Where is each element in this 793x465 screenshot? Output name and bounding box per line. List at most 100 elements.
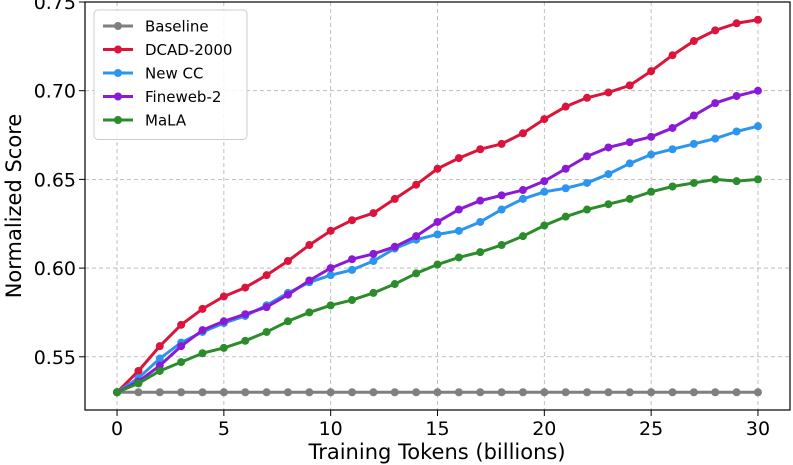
data-point-new-cc	[454, 226, 463, 235]
data-point-dcad-2000	[305, 241, 314, 250]
data-point-fineweb-2	[497, 191, 506, 200]
data-point-mala	[668, 182, 677, 191]
data-point-new-cc	[433, 230, 442, 239]
data-point-dcad-2000	[241, 283, 250, 292]
data-point-new-cc	[369, 256, 378, 265]
data-point-new-cc	[711, 134, 720, 143]
data-point-baseline	[689, 388, 698, 397]
data-point-dcad-2000	[134, 366, 143, 375]
data-point-mala	[604, 200, 613, 209]
x-tick-label: 30	[746, 418, 770, 440]
data-point-dcad-2000	[262, 271, 271, 280]
legend-marker-fineweb-2	[114, 92, 122, 101]
data-point-baseline	[625, 388, 634, 397]
data-point-baseline	[753, 388, 762, 397]
data-point-fineweb-2	[689, 111, 698, 120]
data-point-dcad-2000	[625, 81, 634, 90]
data-point-mala	[198, 349, 207, 358]
data-point-baseline	[732, 388, 741, 397]
y-tick-label: 0.70	[34, 81, 76, 103]
data-point-dcad-2000	[454, 154, 463, 163]
legend-marker-mala	[114, 116, 122, 124]
data-point-mala	[625, 194, 634, 203]
data-point-mala	[369, 288, 378, 297]
data-point-fineweb-2	[454, 205, 463, 214]
data-point-new-cc	[348, 265, 357, 274]
data-point-new-cc	[540, 187, 549, 196]
data-point-baseline	[348, 388, 357, 397]
data-point-dcad-2000	[369, 209, 378, 218]
data-point-dcad-2000	[348, 216, 357, 225]
data-point-fineweb-2	[732, 92, 741, 101]
data-point-new-cc	[326, 271, 335, 280]
data-point-fineweb-2	[305, 276, 314, 285]
data-point-mala	[390, 280, 399, 289]
data-point-dcad-2000	[753, 15, 762, 24]
x-tick-label: 15	[425, 418, 449, 440]
data-point-baseline	[583, 388, 592, 397]
legend-marker-dcad-2000	[114, 45, 122, 54]
data-point-fineweb-2	[561, 164, 570, 173]
data-point-dcad-2000	[390, 194, 399, 203]
data-point-new-cc	[476, 217, 485, 226]
data-point-baseline	[177, 388, 186, 397]
data-point-dcad-2000	[177, 320, 186, 329]
data-point-mala	[155, 366, 164, 375]
data-point-fineweb-2	[583, 152, 592, 161]
data-point-dcad-2000	[219, 292, 228, 301]
data-point-mala	[113, 388, 122, 397]
data-point-new-cc	[647, 150, 656, 159]
data-point-fineweb-2	[540, 177, 549, 186]
x-tick-label: 25	[639, 418, 663, 440]
data-point-fineweb-2	[177, 342, 186, 351]
data-point-mala	[305, 308, 314, 317]
data-point-baseline	[241, 388, 250, 397]
data-point-fineweb-2	[348, 255, 357, 264]
data-point-mala	[561, 212, 570, 221]
y-tick-label: 0.65	[34, 169, 76, 191]
data-point-mala	[540, 221, 549, 230]
legend-label-baseline: Baseline	[145, 18, 209, 36]
data-point-fineweb-2	[412, 232, 421, 241]
legend-box	[93, 9, 248, 140]
data-point-fineweb-2	[390, 242, 399, 251]
data-point-dcad-2000	[711, 26, 720, 35]
data-point-dcad-2000	[689, 37, 698, 46]
x-tick-label: 20	[532, 418, 556, 440]
data-point-fineweb-2	[283, 290, 292, 299]
data-point-fineweb-2	[518, 186, 527, 195]
data-point-new-cc	[753, 122, 762, 131]
x-axis-label: Training Tokens (billions)	[307, 440, 565, 464]
data-point-new-cc	[732, 127, 741, 136]
data-point-fineweb-2	[647, 132, 656, 141]
data-point-mala	[476, 248, 485, 257]
y-tick-label: 0.55	[34, 347, 76, 369]
ticks: 0 5 10 15 20 25 30 0.55 0.60 0.65 0.70 0.75	[34, 0, 770, 440]
data-point-dcad-2000	[326, 226, 335, 235]
data-point-baseline	[497, 388, 506, 397]
data-point-new-cc	[689, 139, 698, 148]
data-point-mala	[497, 241, 506, 250]
data-point-new-cc	[668, 145, 677, 154]
x-tick-label: 0	[111, 418, 123, 440]
series-fineweb-2	[113, 86, 762, 397]
data-point-baseline	[711, 388, 720, 397]
data-point-mala	[753, 175, 762, 184]
data-point-dcad-2000	[155, 342, 164, 351]
data-point-dcad-2000	[433, 164, 442, 173]
data-point-fineweb-2	[753, 86, 762, 95]
data-point-baseline	[390, 388, 399, 397]
data-point-mala	[583, 205, 592, 214]
data-point-mala	[326, 301, 335, 310]
data-point-mala	[689, 178, 698, 187]
data-point-new-cc	[155, 354, 164, 363]
data-point-dcad-2000	[668, 51, 677, 60]
data-point-baseline	[326, 388, 335, 397]
data-point-baseline	[369, 388, 378, 397]
data-point-fineweb-2	[433, 217, 442, 226]
data-point-new-cc	[518, 194, 527, 203]
data-point-baseline	[198, 388, 207, 397]
data-point-fineweb-2	[326, 264, 335, 273]
